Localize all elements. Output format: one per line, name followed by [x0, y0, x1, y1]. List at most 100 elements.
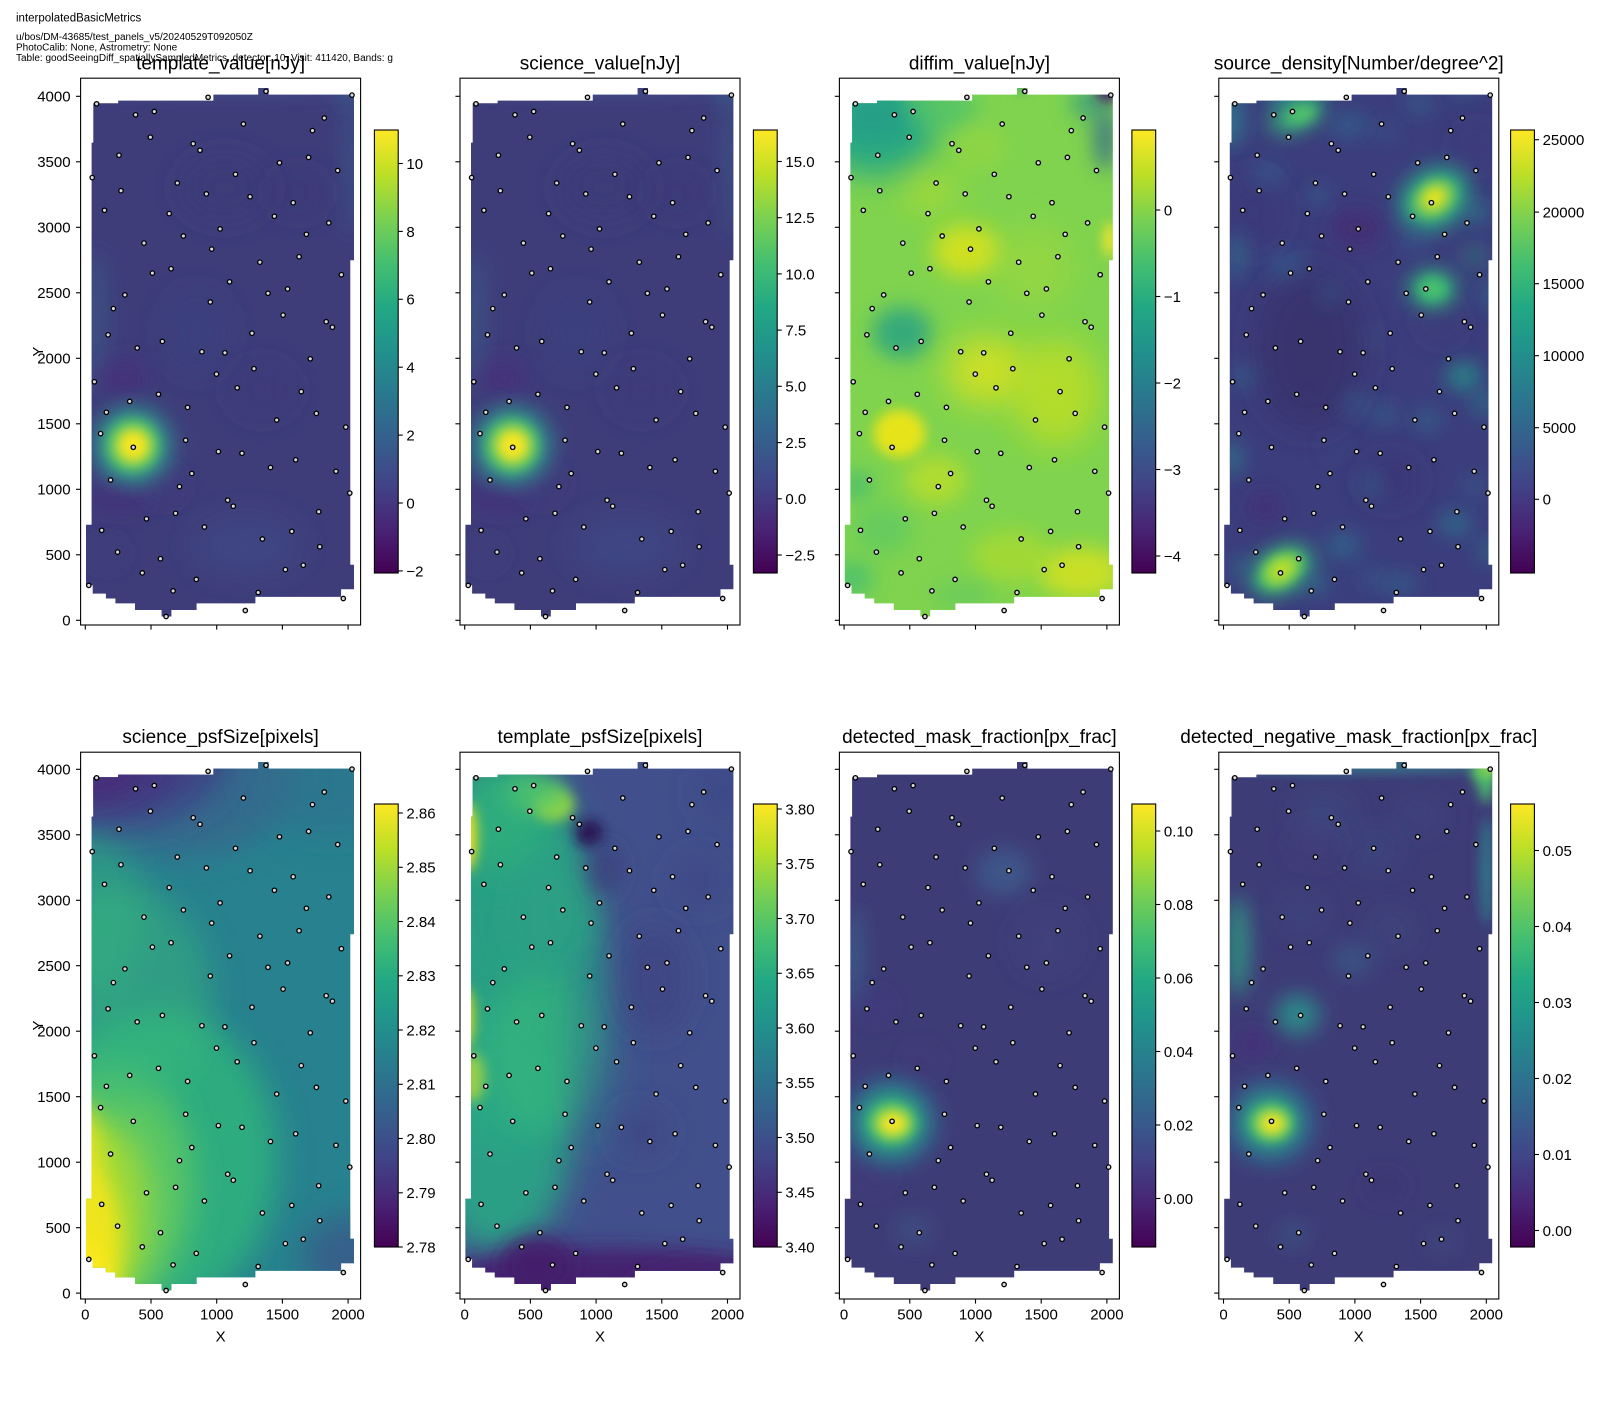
svg-text:7.5: 7.5 [785, 323, 806, 340]
svg-text:1000: 1000 [37, 482, 70, 499]
svg-text:1500: 1500 [266, 1307, 299, 1324]
svg-text:X: X [1354, 1328, 1364, 1345]
svg-text:Y: Y [30, 1020, 47, 1030]
svg-text:0.06: 0.06 [1164, 970, 1193, 987]
svg-text:3500: 3500 [37, 154, 70, 171]
svg-text:PhotoCalib: None, Astrometry:: PhotoCalib: None, Astrometry: None [16, 43, 178, 54]
svg-text:1500: 1500 [37, 416, 70, 433]
svg-text:500: 500 [897, 1307, 922, 1324]
svg-text:0.04: 0.04 [1543, 919, 1572, 936]
svg-text:detected_negative_mask_fractio: detected_negative_mask_fraction[px_frac] [1180, 727, 1537, 748]
svg-text:2000: 2000 [1090, 1307, 1123, 1324]
svg-text:2000: 2000 [711, 1307, 744, 1324]
svg-text:2500: 2500 [37, 285, 70, 302]
svg-text:1000: 1000 [959, 1307, 992, 1324]
svg-text:500: 500 [1277, 1307, 1302, 1324]
svg-text:0: 0 [81, 1307, 89, 1324]
svg-text:X: X [595, 1328, 605, 1345]
svg-text:1500: 1500 [645, 1307, 678, 1324]
svg-text:500: 500 [46, 547, 71, 564]
svg-text:3.80: 3.80 [785, 801, 814, 818]
svg-text:3.50: 3.50 [785, 1130, 814, 1147]
svg-text:3.70: 3.70 [785, 911, 814, 928]
svg-text:2500: 2500 [37, 958, 70, 975]
svg-text:Y: Y [30, 347, 47, 357]
svg-text:0: 0 [461, 1307, 469, 1324]
svg-text:2.85: 2.85 [406, 860, 435, 877]
svg-text:0: 0 [840, 1307, 848, 1324]
svg-text:4000: 4000 [37, 89, 70, 106]
svg-text:20000: 20000 [1543, 205, 1585, 222]
svg-text:4000: 4000 [37, 762, 70, 779]
svg-text:10000: 10000 [1543, 348, 1585, 365]
svg-text:2.5: 2.5 [785, 435, 806, 452]
svg-text:Table: goodSeeingDiff_spatiall: Table: goodSeeingDiff_spatiallySampledMe… [16, 53, 393, 64]
svg-text:1500: 1500 [1025, 1307, 1058, 1324]
svg-text:1000: 1000 [200, 1307, 233, 1324]
svg-text:0.03: 0.03 [1543, 995, 1572, 1012]
svg-text:0.0: 0.0 [785, 491, 806, 508]
svg-text:3.75: 3.75 [785, 856, 814, 873]
svg-text:500: 500 [518, 1307, 543, 1324]
svg-text:science_psfSize[pixels]: science_psfSize[pixels] [122, 727, 318, 748]
svg-text:3500: 3500 [37, 827, 70, 844]
svg-text:15000: 15000 [1543, 276, 1585, 293]
svg-text:2.82: 2.82 [406, 1022, 435, 1039]
svg-text:2: 2 [406, 428, 414, 445]
svg-text:−3: −3 [1164, 462, 1181, 479]
svg-text:25000: 25000 [1543, 132, 1585, 149]
svg-text:0.00: 0.00 [1543, 1223, 1572, 1240]
svg-text:0.02: 0.02 [1543, 1071, 1572, 1088]
svg-text:1000: 1000 [37, 1155, 70, 1172]
svg-text:−4: −4 [1164, 548, 1181, 565]
svg-text:1000: 1000 [1338, 1307, 1371, 1324]
svg-text:0: 0 [1164, 202, 1172, 219]
svg-text:−2.5: −2.5 [785, 547, 815, 564]
svg-text:5.0: 5.0 [785, 379, 806, 396]
svg-text:science_value[nJy]: science_value[nJy] [520, 54, 681, 75]
svg-text:10.0: 10.0 [785, 266, 814, 283]
svg-text:8: 8 [406, 224, 414, 241]
svg-text:1500: 1500 [1404, 1307, 1437, 1324]
svg-text:1500: 1500 [37, 1089, 70, 1106]
svg-text:6: 6 [406, 292, 414, 309]
svg-text:diffim_value[nJy]: diffim_value[nJy] [909, 54, 1050, 75]
svg-text:2.80: 2.80 [406, 1131, 435, 1148]
svg-text:−1: −1 [1164, 289, 1181, 306]
svg-text:0: 0 [62, 1286, 70, 1303]
svg-text:2.86: 2.86 [406, 805, 435, 822]
svg-text:3000: 3000 [37, 893, 70, 910]
svg-text:3.65: 3.65 [785, 966, 814, 983]
svg-text:−2: −2 [1164, 375, 1181, 392]
svg-text:0.08: 0.08 [1164, 897, 1193, 914]
svg-text:3000: 3000 [37, 220, 70, 237]
svg-text:3.45: 3.45 [785, 1185, 814, 1202]
svg-text:0.04: 0.04 [1164, 1044, 1193, 1061]
svg-text:4: 4 [406, 360, 414, 377]
svg-text:15.0: 15.0 [785, 154, 814, 171]
svg-text:2.81: 2.81 [406, 1077, 435, 1094]
svg-text:source_density[Number/degree^2: source_density[Number/degree^2] [1214, 54, 1504, 75]
svg-text:2000: 2000 [331, 1307, 364, 1324]
svg-text:500: 500 [46, 1220, 71, 1237]
svg-text:u/bos/DM-43685/test_panels_v5/: u/bos/DM-43685/test_panels_v5/20240529T0… [16, 32, 253, 43]
svg-text:template_value[nJy]: template_value[nJy] [136, 54, 305, 75]
svg-text:2000: 2000 [1470, 1307, 1503, 1324]
svg-text:X: X [974, 1328, 984, 1345]
svg-text:2000: 2000 [37, 351, 70, 368]
svg-text:0.02: 0.02 [1164, 1117, 1193, 1134]
svg-text:2.83: 2.83 [406, 968, 435, 985]
svg-text:0.05: 0.05 [1543, 843, 1572, 860]
svg-text:interpolatedBasicMetrics: interpolatedBasicMetrics [16, 13, 142, 25]
svg-text:0.01: 0.01 [1543, 1147, 1572, 1164]
svg-text:0: 0 [1543, 492, 1551, 509]
svg-text:0.10: 0.10 [1164, 823, 1193, 840]
svg-text:3.60: 3.60 [785, 1020, 814, 1037]
svg-text:2.84: 2.84 [406, 914, 435, 931]
svg-text:2.79: 2.79 [406, 1185, 435, 1202]
svg-text:0.00: 0.00 [1164, 1191, 1193, 1208]
svg-text:2.78: 2.78 [406, 1239, 435, 1256]
svg-text:0: 0 [62, 613, 70, 630]
svg-text:12.5: 12.5 [785, 210, 814, 227]
svg-text:3.40: 3.40 [785, 1239, 814, 1256]
